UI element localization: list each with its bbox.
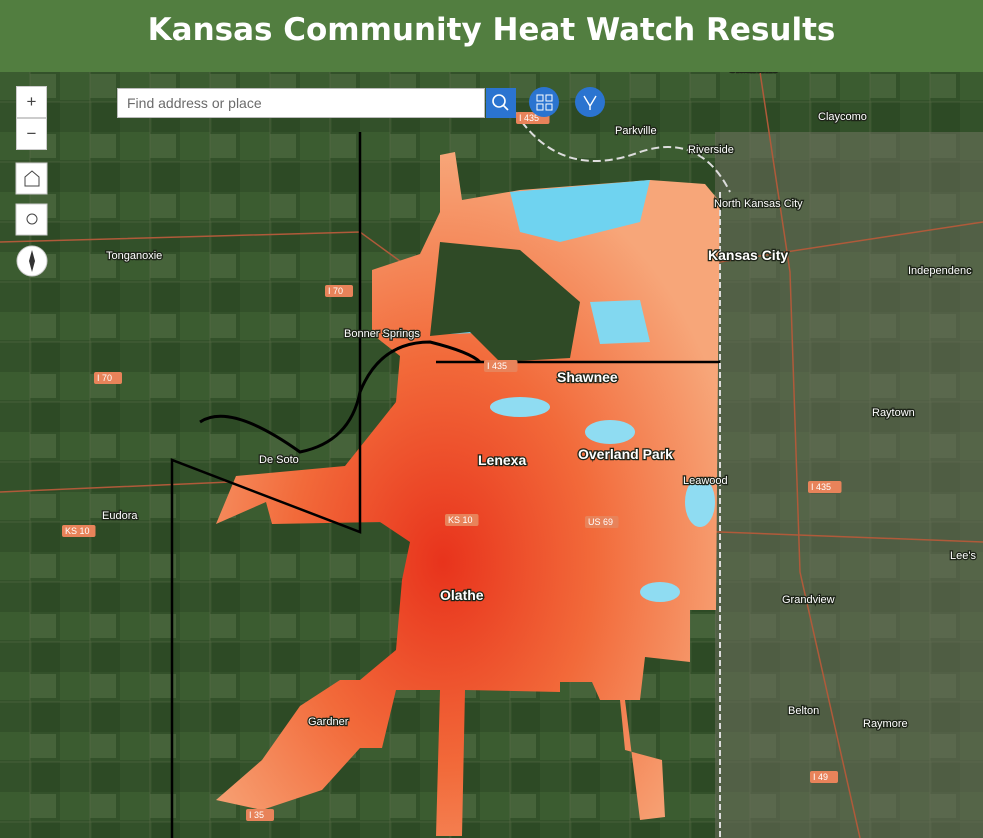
place-label: Claycomo [818,111,867,123]
road-label: I 70 [328,286,343,296]
place-label: Olathe [440,587,484,603]
search-icon [492,94,506,108]
road-shield [94,372,122,384]
locate-button[interactable] [15,203,48,236]
road-shield [808,481,842,493]
zoom-out[interactable]: − [16,118,47,150]
cool-area [585,420,635,444]
road-label: I 35 [249,810,264,820]
place-label: Leawood [683,475,728,487]
place-label: Independenc [908,265,972,277]
road-label: I 435 [487,361,507,371]
heat-layer [216,152,720,836]
road-shield [585,516,619,528]
basemap-button[interactable] [529,87,559,117]
road-shield [445,514,479,526]
forest [430,242,580,362]
road-shield [246,809,274,821]
place-label: Gladstone [728,72,778,75]
compass-icon [29,250,35,272]
road-shield [325,285,353,297]
cool-area [510,180,650,242]
place-label: Raytown [872,407,915,419]
zoom-in[interactable]: + [16,86,47,118]
road-label: KS 10 [448,515,473,525]
road-label: I 49 [813,772,828,782]
map[interactable]: Gladstone Claycomo Parkville Riverside North… [0,72,983,838]
place-label: Overland Park [578,446,673,462]
boundary [514,111,731,193]
road [759,72,861,838]
cool-area [590,300,650,344]
place-label: Riverside [688,144,734,156]
place-label: Shawnee [557,369,618,385]
road-label: US 69 [588,517,613,527]
road-shield [62,525,96,537]
search-button[interactable] [486,88,516,118]
county-line [170,132,720,838]
place-label: Tonganoxie [106,250,162,262]
road-label: I 435 [519,113,539,123]
tools [15,162,48,277]
urban-area [715,132,983,838]
locate-icon [26,213,38,225]
share-button[interactable] [575,87,605,117]
home-icon [24,170,40,187]
share-icon [583,95,597,110]
place-label: De Soto [259,454,299,466]
cool-area [640,582,680,602]
grid-icon [536,94,553,111]
road-label: I 70 [97,373,112,383]
road-label: I 435 [811,482,831,492]
place-label: Gardner [308,716,349,728]
place-label: Kansas City [708,247,788,263]
cool-area [685,477,715,527]
home-button[interactable] [15,162,48,195]
place-label: Lee's [950,550,976,562]
place-label: Belton [788,705,819,717]
place-label: Parkville [615,125,657,137]
place-label: Raymore [863,718,908,730]
place-label: Lenexa [478,452,526,468]
road-label: KS 10 [65,526,90,536]
search-tools [486,87,605,118]
search-icon [502,104,509,111]
title-bar: Kansas Community Heat Watch Results [0,0,983,72]
cool-area [490,397,550,417]
place-label: North Kansas City [714,198,803,210]
place-label: Eudora [102,510,138,522]
search-box[interactable]: Find address or place [117,88,485,118]
road-shield [810,771,838,783]
place-label: Bonner Springs [344,328,420,340]
river [199,340,482,454]
place-label: Grandview [782,594,835,606]
road-shield [484,360,518,372]
